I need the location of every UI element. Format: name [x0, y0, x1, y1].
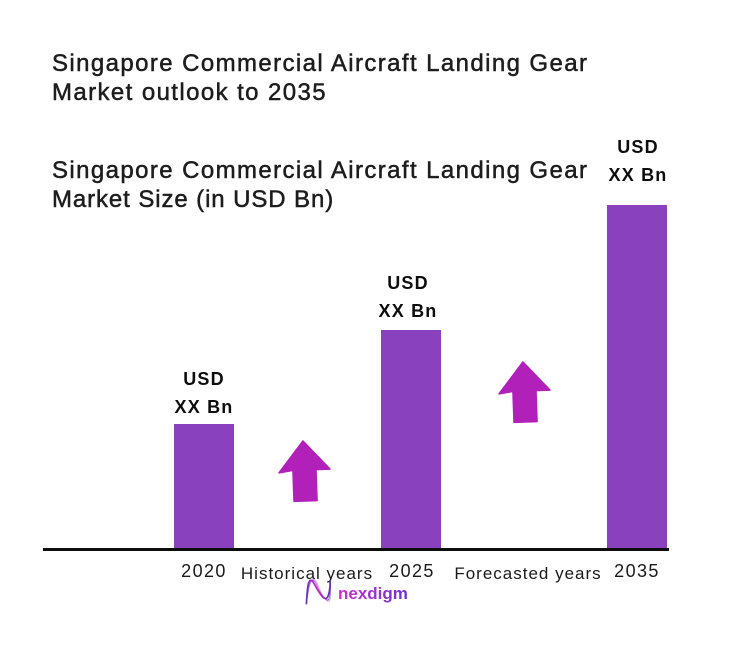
svg-text:nexdigm: nexdigm — [338, 584, 408, 603]
